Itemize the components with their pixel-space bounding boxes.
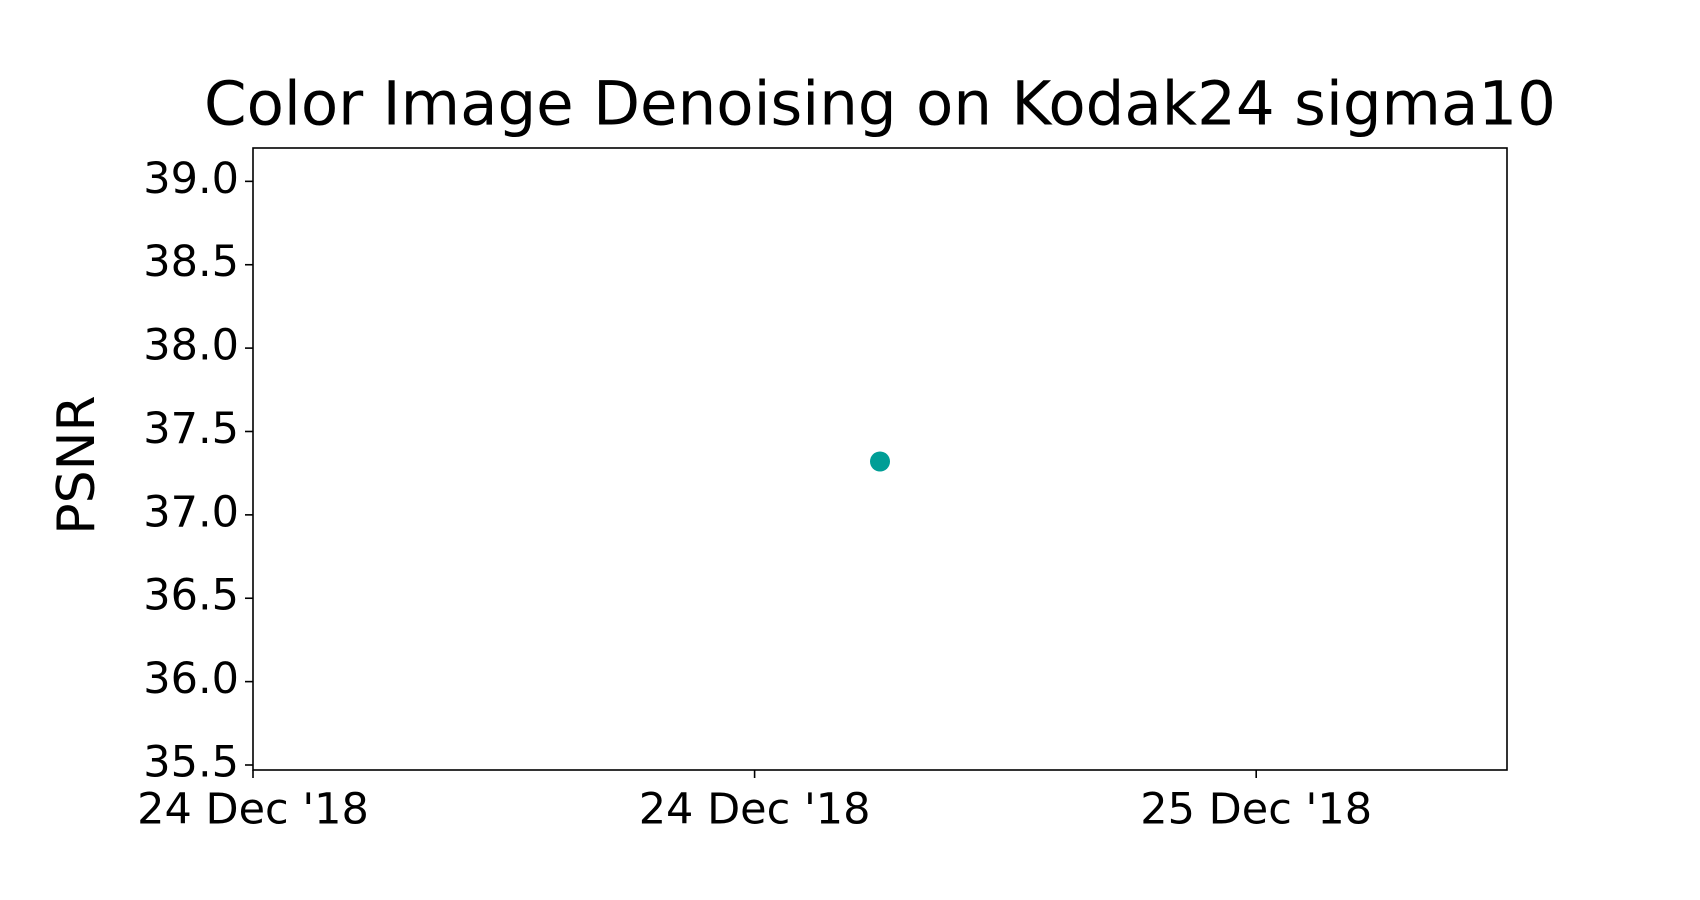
x-tick-label: 25 Dec '18: [1140, 785, 1372, 835]
y-tick-label: 35.5: [143, 737, 239, 787]
point: [870, 451, 890, 472]
plot-frame: [252, 147, 1508, 771]
x-tick-label: 24 Dec '18: [137, 785, 369, 835]
y-tick-label: 37.0: [143, 487, 239, 537]
y-tick-label: 37.5: [143, 404, 239, 454]
x-tick-label: 24 Dec '18: [639, 785, 871, 835]
y-axis-label: PSNR: [47, 395, 107, 534]
y-tick-label: 38.0: [143, 321, 239, 371]
y-tick-label: 38.5: [143, 237, 239, 287]
y-tick-label: 39.0: [143, 154, 239, 204]
y-tick-label: 36.5: [143, 571, 239, 621]
chart-title: Color Image Denoising on Kodak24 sigma10: [204, 69, 1556, 140]
y-tick-label: 36.0: [143, 654, 239, 704]
